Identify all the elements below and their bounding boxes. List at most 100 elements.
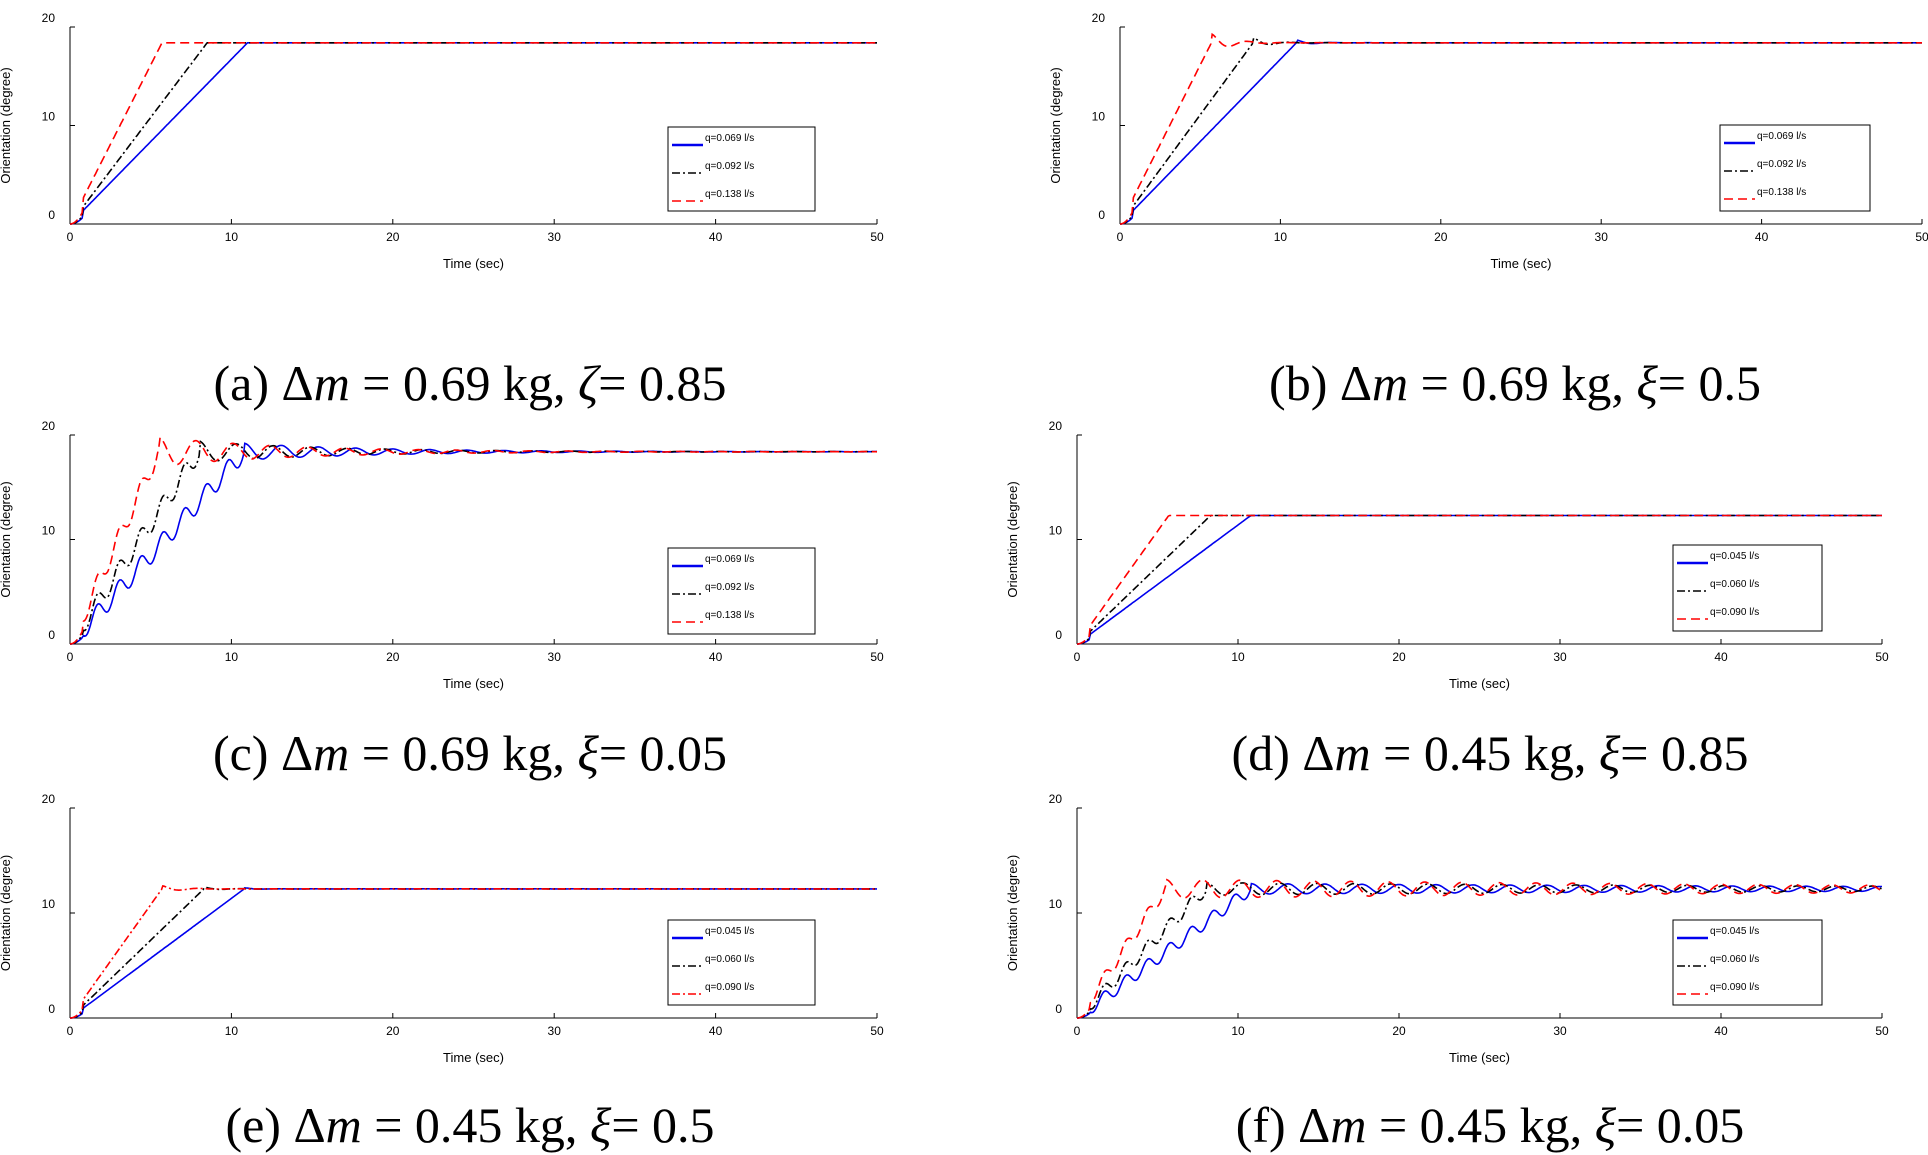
y-tick-label: 0 bbox=[48, 1002, 55, 1016]
x-tick-label: 40 bbox=[1714, 1024, 1728, 1038]
y-tick-label: 20 bbox=[42, 11, 56, 25]
chart-panel-e: 0 10 20 30 40 50 0 10 20 Time (sec) Orientation (d… bbox=[0, 792, 884, 1153]
chart-panel-a: 0 10 20 30 40 50 0 10 20 Time (sec) Orientation (d… bbox=[0, 11, 884, 411]
panel-caption: (b) Δm = 0.69 kg, ξ= 0.5 bbox=[1269, 355, 1761, 411]
legend-label: q=0.045 l/s bbox=[1710, 551, 1759, 562]
series-line-2 bbox=[1119, 36, 1922, 225]
x-tick-label: 0 bbox=[1117, 230, 1124, 244]
legend-label: q=0.092 l/s bbox=[705, 161, 754, 172]
x-tick-label: 50 bbox=[870, 650, 884, 664]
y-tick-label: 10 bbox=[42, 897, 56, 911]
y-tick-label: 0 bbox=[1055, 628, 1062, 642]
y-tick-label: 10 bbox=[1049, 524, 1063, 538]
x-tick-label: 40 bbox=[1714, 650, 1728, 664]
x-axis-label: Time (sec) bbox=[443, 256, 504, 271]
y-tick-label: 20 bbox=[1049, 792, 1063, 806]
y-axis-label: Orientation (degree) bbox=[1048, 67, 1063, 183]
panel-caption: (a) Δm = 0.69 kg, ζ= 0.85 bbox=[214, 355, 727, 411]
y-tick-label: 20 bbox=[42, 419, 56, 433]
legend-label: q=0.138 l/s bbox=[1757, 187, 1806, 198]
x-tick-label: 30 bbox=[1553, 650, 1567, 664]
series-line-3 bbox=[69, 42, 877, 225]
x-tick-label: 40 bbox=[709, 650, 723, 664]
x-tick-label: 30 bbox=[1553, 1024, 1567, 1038]
chart-panel-b: 0 10 20 30 40 50 0 10 20 Time (sec) Orientation (d… bbox=[1048, 11, 1928, 411]
series-line-3 bbox=[1076, 878, 1883, 1019]
x-tick-label: 20 bbox=[386, 650, 400, 664]
y-tick-label: 20 bbox=[42, 792, 56, 806]
legend-box bbox=[667, 547, 816, 635]
panel-caption: (c) Δm = 0.69 kg, ξ= 0.05 bbox=[213, 725, 727, 781]
x-axis-label: Time (sec) bbox=[1449, 676, 1510, 691]
x-tick-label: 40 bbox=[709, 1024, 723, 1038]
x-tick-label: 0 bbox=[67, 230, 74, 244]
legend: q=0.045 l/s q=0.060 l/s q=0.090 l/s bbox=[667, 919, 816, 1006]
chart-panel-c: 0 10 20 30 40 50 0 10 20 Time (sec) Orientation (d… bbox=[0, 419, 884, 781]
chart-panel-d: 0 10 20 30 40 50 0 10 20 Time (sec) Orientation (d… bbox=[1005, 419, 1889, 781]
legend-label: q=0.045 l/s bbox=[1710, 926, 1759, 937]
legend-label: q=0.090 l/s bbox=[1710, 607, 1759, 618]
legend-label: q=0.060 l/s bbox=[1710, 579, 1759, 590]
y-axis-label: Orientation (degree) bbox=[0, 67, 13, 183]
x-axis-label: Time (sec) bbox=[443, 676, 504, 691]
y-tick-label: 0 bbox=[48, 628, 55, 642]
x-tick-label: 30 bbox=[548, 230, 562, 244]
legend-box bbox=[667, 126, 816, 212]
legend-label: q=0.069 l/s bbox=[705, 133, 754, 144]
x-tick-label: 10 bbox=[1274, 230, 1288, 244]
x-tick-label: 50 bbox=[870, 230, 884, 244]
panel-caption: (d) Δm = 0.45 kg, ξ= 0.85 bbox=[1232, 725, 1749, 781]
y-tick-label: 0 bbox=[1098, 208, 1105, 222]
y-axis-label: Orientation (degree) bbox=[1005, 481, 1020, 597]
y-axis-label: Orientation (degree) bbox=[0, 481, 13, 597]
y-tick-label: 0 bbox=[48, 208, 55, 222]
panel-caption: (f) Δm = 0.45 kg, ξ= 0.05 bbox=[1236, 1097, 1745, 1153]
x-tick-label: 20 bbox=[386, 1024, 400, 1038]
y-tick-label: 10 bbox=[1049, 897, 1063, 911]
y-tick-label: 20 bbox=[1092, 11, 1106, 25]
x-tick-label: 20 bbox=[1434, 230, 1448, 244]
x-tick-label: 10 bbox=[225, 230, 239, 244]
series-line-3 bbox=[69, 436, 878, 645]
series-line-3 bbox=[69, 884, 877, 1019]
legend-label: q=0.092 l/s bbox=[705, 582, 754, 593]
x-tick-label: 10 bbox=[225, 650, 239, 664]
x-tick-label: 50 bbox=[870, 1024, 884, 1038]
legend: q=0.069 l/s q=0.092 l/s q=0.138 l/s bbox=[1719, 124, 1871, 212]
legend-label: q=0.138 l/s bbox=[705, 610, 754, 621]
legend-label: q=0.069 l/s bbox=[1757, 131, 1806, 142]
y-tick-label: 10 bbox=[42, 524, 56, 538]
series-line-2 bbox=[1076, 881, 1883, 1019]
chart-panel-f: 0 10 20 30 40 50 0 10 20 Time (sec) Orientation (d… bbox=[1005, 792, 1889, 1153]
x-tick-label: 10 bbox=[1231, 650, 1245, 664]
series-line-1 bbox=[1076, 882, 1882, 1019]
y-axis-label: Orientation (degree) bbox=[1005, 855, 1020, 971]
x-tick-label: 10 bbox=[1231, 1024, 1245, 1038]
legend-box bbox=[667, 919, 816, 1006]
legend: q=0.069 l/s q=0.092 l/s q=0.138 l/s bbox=[667, 126, 816, 212]
legend-box bbox=[1672, 544, 1823, 632]
x-tick-label: 0 bbox=[1074, 1024, 1081, 1038]
x-tick-label: 50 bbox=[1875, 1024, 1889, 1038]
x-axis-label: Time (sec) bbox=[1449, 1050, 1510, 1065]
x-tick-label: 40 bbox=[709, 230, 723, 244]
x-tick-label: 10 bbox=[225, 1024, 239, 1038]
x-tick-label: 40 bbox=[1755, 230, 1769, 244]
legend-label: q=0.060 l/s bbox=[1710, 954, 1759, 965]
x-tick-label: 0 bbox=[67, 650, 74, 664]
x-axis-label: Time (sec) bbox=[443, 1050, 504, 1065]
legend-label: q=0.060 l/s bbox=[705, 954, 754, 965]
series-line-3 bbox=[1076, 514, 1882, 645]
x-tick-label: 20 bbox=[386, 230, 400, 244]
legend-label: q=0.045 l/s bbox=[705, 926, 754, 937]
y-tick-label: 20 bbox=[1049, 419, 1063, 433]
legend-box bbox=[1672, 919, 1823, 1006]
x-tick-label: 50 bbox=[1875, 650, 1889, 664]
x-tick-label: 0 bbox=[67, 1024, 74, 1038]
x-tick-label: 30 bbox=[548, 650, 562, 664]
legend-label: q=0.138 l/s bbox=[705, 189, 754, 200]
legend: q=0.069 l/s q=0.092 l/s q=0.138 l/s bbox=[667, 547, 816, 635]
x-tick-label: 0 bbox=[1074, 650, 1081, 664]
series-line-2 bbox=[69, 42, 877, 225]
